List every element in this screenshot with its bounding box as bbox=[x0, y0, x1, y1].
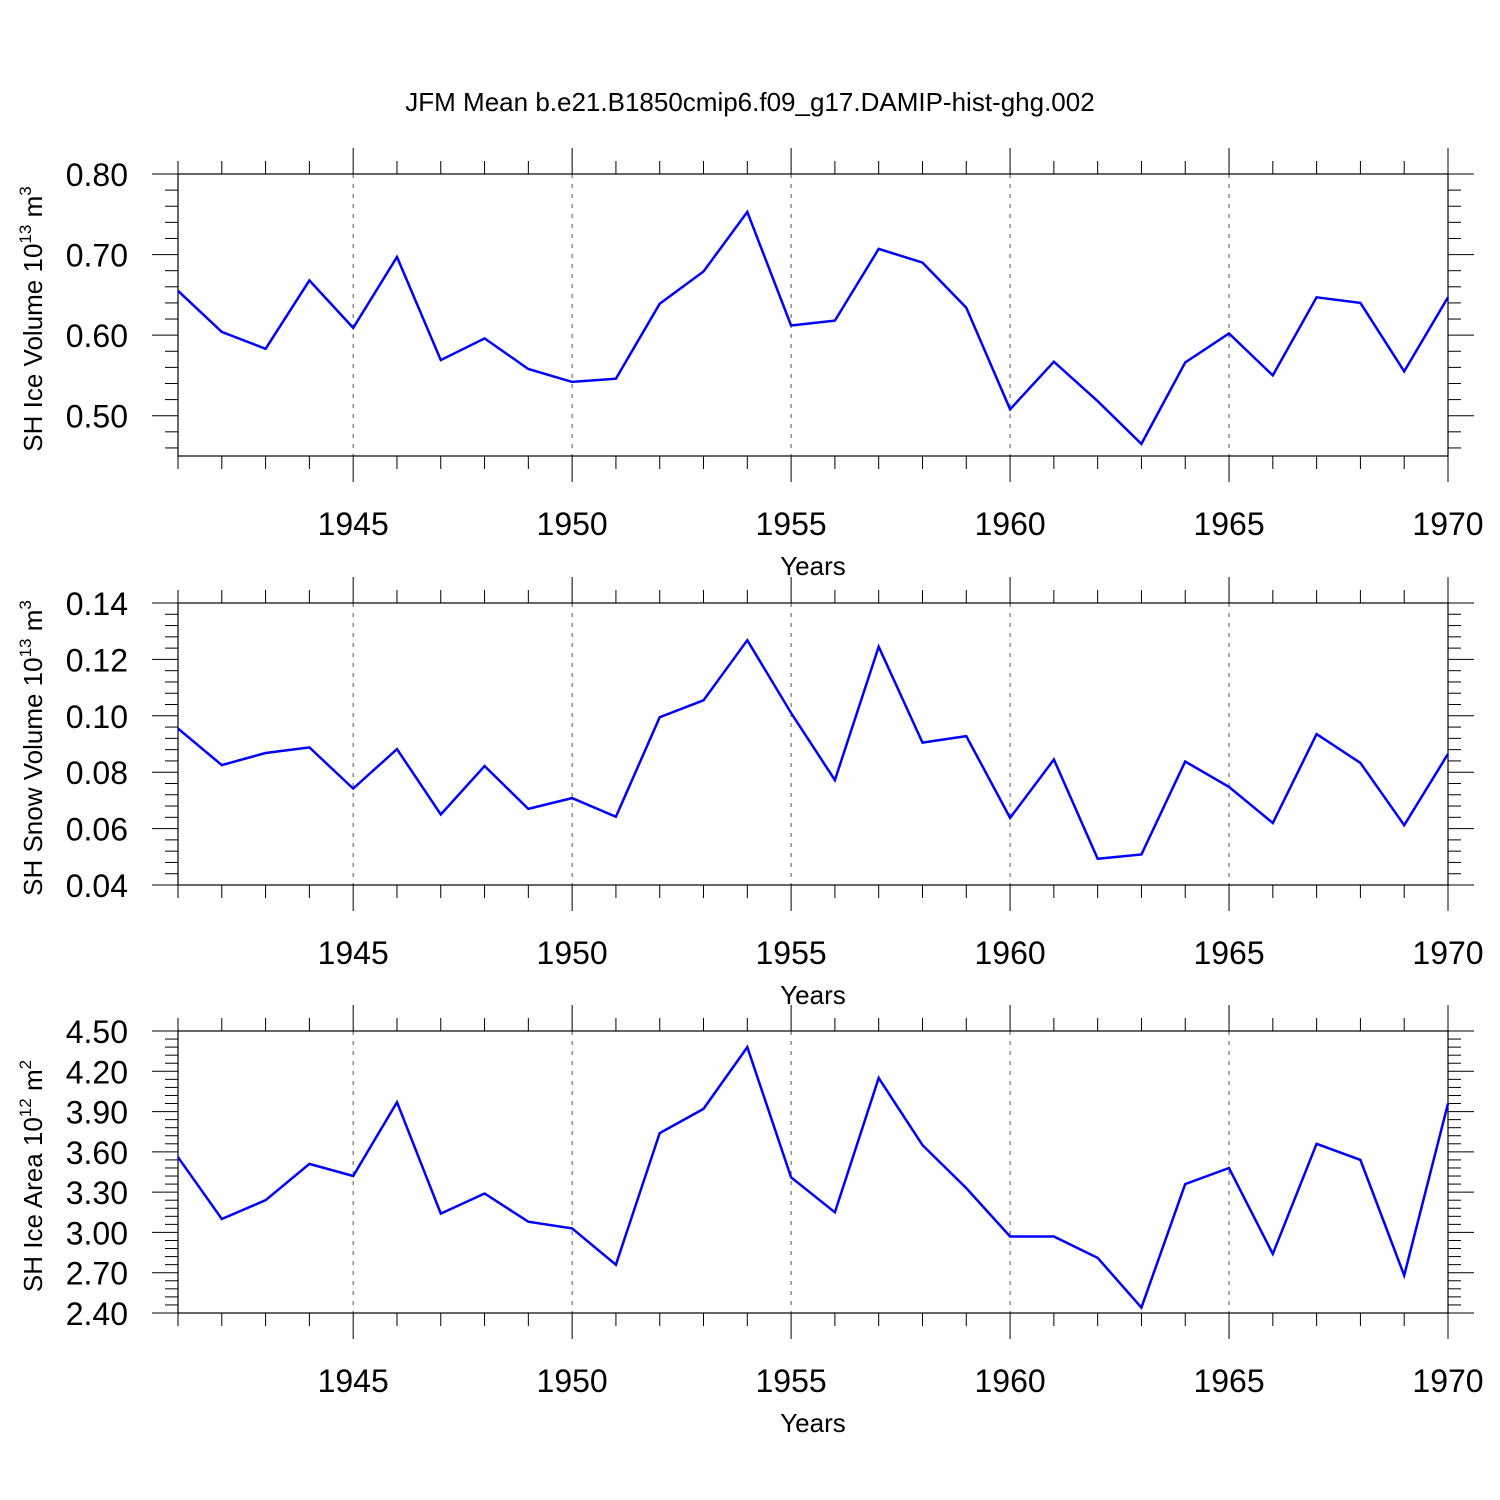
x-tick-label: 1955 bbox=[756, 935, 827, 971]
y-tick-label: 0.14 bbox=[66, 586, 128, 622]
plot-frame bbox=[177, 173, 1449, 457]
y-tick-label: 3.00 bbox=[66, 1215, 128, 1251]
x-tick-label: 1950 bbox=[537, 935, 608, 971]
y-tick-label: 3.30 bbox=[66, 1175, 128, 1211]
x-tick-label: 1945 bbox=[318, 1363, 389, 1399]
y-tick-label: 0.50 bbox=[66, 399, 128, 435]
plot-frame bbox=[177, 1030, 1449, 1314]
y-tick-label: 0.04 bbox=[66, 868, 128, 904]
chart-panel-3: 2.40 2.70 3.00 3.30 3.60 3.90 4.20 4.50 1945 1950… bbox=[16, 1005, 1484, 1438]
chart-panel-2: 0.04 0.06 0.08 0.10 0.12 0.14 1945 1950 1955 1960… bbox=[16, 577, 1484, 1010]
y-axis-label: SH Snow Volume 1013 m3 bbox=[16, 600, 48, 896]
series-line bbox=[176, 1044, 1450, 1311]
y-axis-label: SH Ice Area 1012 m2 bbox=[16, 1060, 48, 1292]
x-tick-label: 1950 bbox=[537, 506, 608, 542]
figure-title: JFM Mean b.e21.B1850cmip6.f09_g17.DAMIP-… bbox=[405, 87, 1094, 117]
y-tick-label: 0.06 bbox=[66, 812, 128, 848]
x-tick-label: 1965 bbox=[1193, 935, 1264, 971]
x-tick-label: 1970 bbox=[1412, 935, 1483, 971]
x-tick-label: 1945 bbox=[318, 935, 389, 971]
y-tick-label: 0.70 bbox=[66, 238, 128, 274]
y-axis-label-text: SH Ice Volume 10 bbox=[18, 244, 48, 452]
x-tick-label: 1955 bbox=[756, 1363, 827, 1399]
y-axis-label-unit-exponent: 3 bbox=[16, 186, 35, 195]
y-axis-label-unit-exponent: 2 bbox=[16, 1060, 35, 1069]
y-axis-label-unit: m bbox=[18, 610, 48, 639]
y-axis-label-exponent: 13 bbox=[16, 638, 35, 657]
x-tick-label: 1960 bbox=[974, 935, 1045, 971]
x-tick-label: 1965 bbox=[1193, 1363, 1264, 1399]
panels: 0.50 0.60 0.70 0.80 1945 1950 1955 1960 1965 1970… bbox=[16, 148, 1484, 1438]
x-tick-label: 1970 bbox=[1412, 506, 1483, 542]
x-tick-label: 1955 bbox=[756, 506, 827, 542]
y-tick-label: 0.80 bbox=[66, 157, 128, 193]
x-axis-label: Years bbox=[780, 551, 846, 581]
y-tick-label: 4.20 bbox=[66, 1054, 128, 1090]
y-tick-label: 3.90 bbox=[66, 1095, 128, 1131]
y-axis-label-exponent: 13 bbox=[16, 225, 35, 244]
y-axis-label-text: SH Ice Area 10 bbox=[18, 1117, 48, 1292]
y-axis-label-unit-exponent: 3 bbox=[16, 600, 35, 609]
x-tick-label: 1970 bbox=[1412, 1363, 1483, 1399]
y-axis-label-unit: m bbox=[18, 196, 48, 225]
x-tick-label: 1960 bbox=[974, 506, 1045, 542]
y-tick-label: 0.08 bbox=[66, 755, 128, 791]
series-line bbox=[177, 637, 1450, 861]
x-axis-label: Years bbox=[780, 1408, 846, 1438]
x-tick-label: 1960 bbox=[974, 1363, 1045, 1399]
y-tick-label: 0.60 bbox=[66, 318, 128, 354]
series-line bbox=[177, 209, 1450, 446]
y-tick-label: 2.70 bbox=[66, 1256, 128, 1292]
y-axis-label-exponent: 12 bbox=[16, 1098, 35, 1117]
y-tick-label: 4.50 bbox=[66, 1014, 128, 1050]
chart-panel-1: 0.50 0.60 0.70 0.80 1945 1950 1955 1960 1965 1970… bbox=[16, 148, 1484, 581]
y-axis-label-unit: m bbox=[18, 1069, 48, 1098]
y-axis-label: SH Ice Volume 1013 m3 bbox=[16, 186, 48, 451]
x-tick-label: 1950 bbox=[537, 1363, 608, 1399]
plot-frame bbox=[177, 602, 1449, 886]
y-tick-label: 2.40 bbox=[66, 1296, 128, 1332]
y-tick-label: 0.10 bbox=[66, 699, 128, 735]
y-tick-label: 0.12 bbox=[66, 642, 128, 678]
x-axis-label: Years bbox=[780, 980, 846, 1010]
x-tick-label: 1945 bbox=[318, 506, 389, 542]
y-tick-label: 3.60 bbox=[66, 1135, 128, 1171]
x-tick-label: 1965 bbox=[1193, 506, 1264, 542]
y-axis-label-text: SH Snow Volume 10 bbox=[18, 657, 48, 895]
